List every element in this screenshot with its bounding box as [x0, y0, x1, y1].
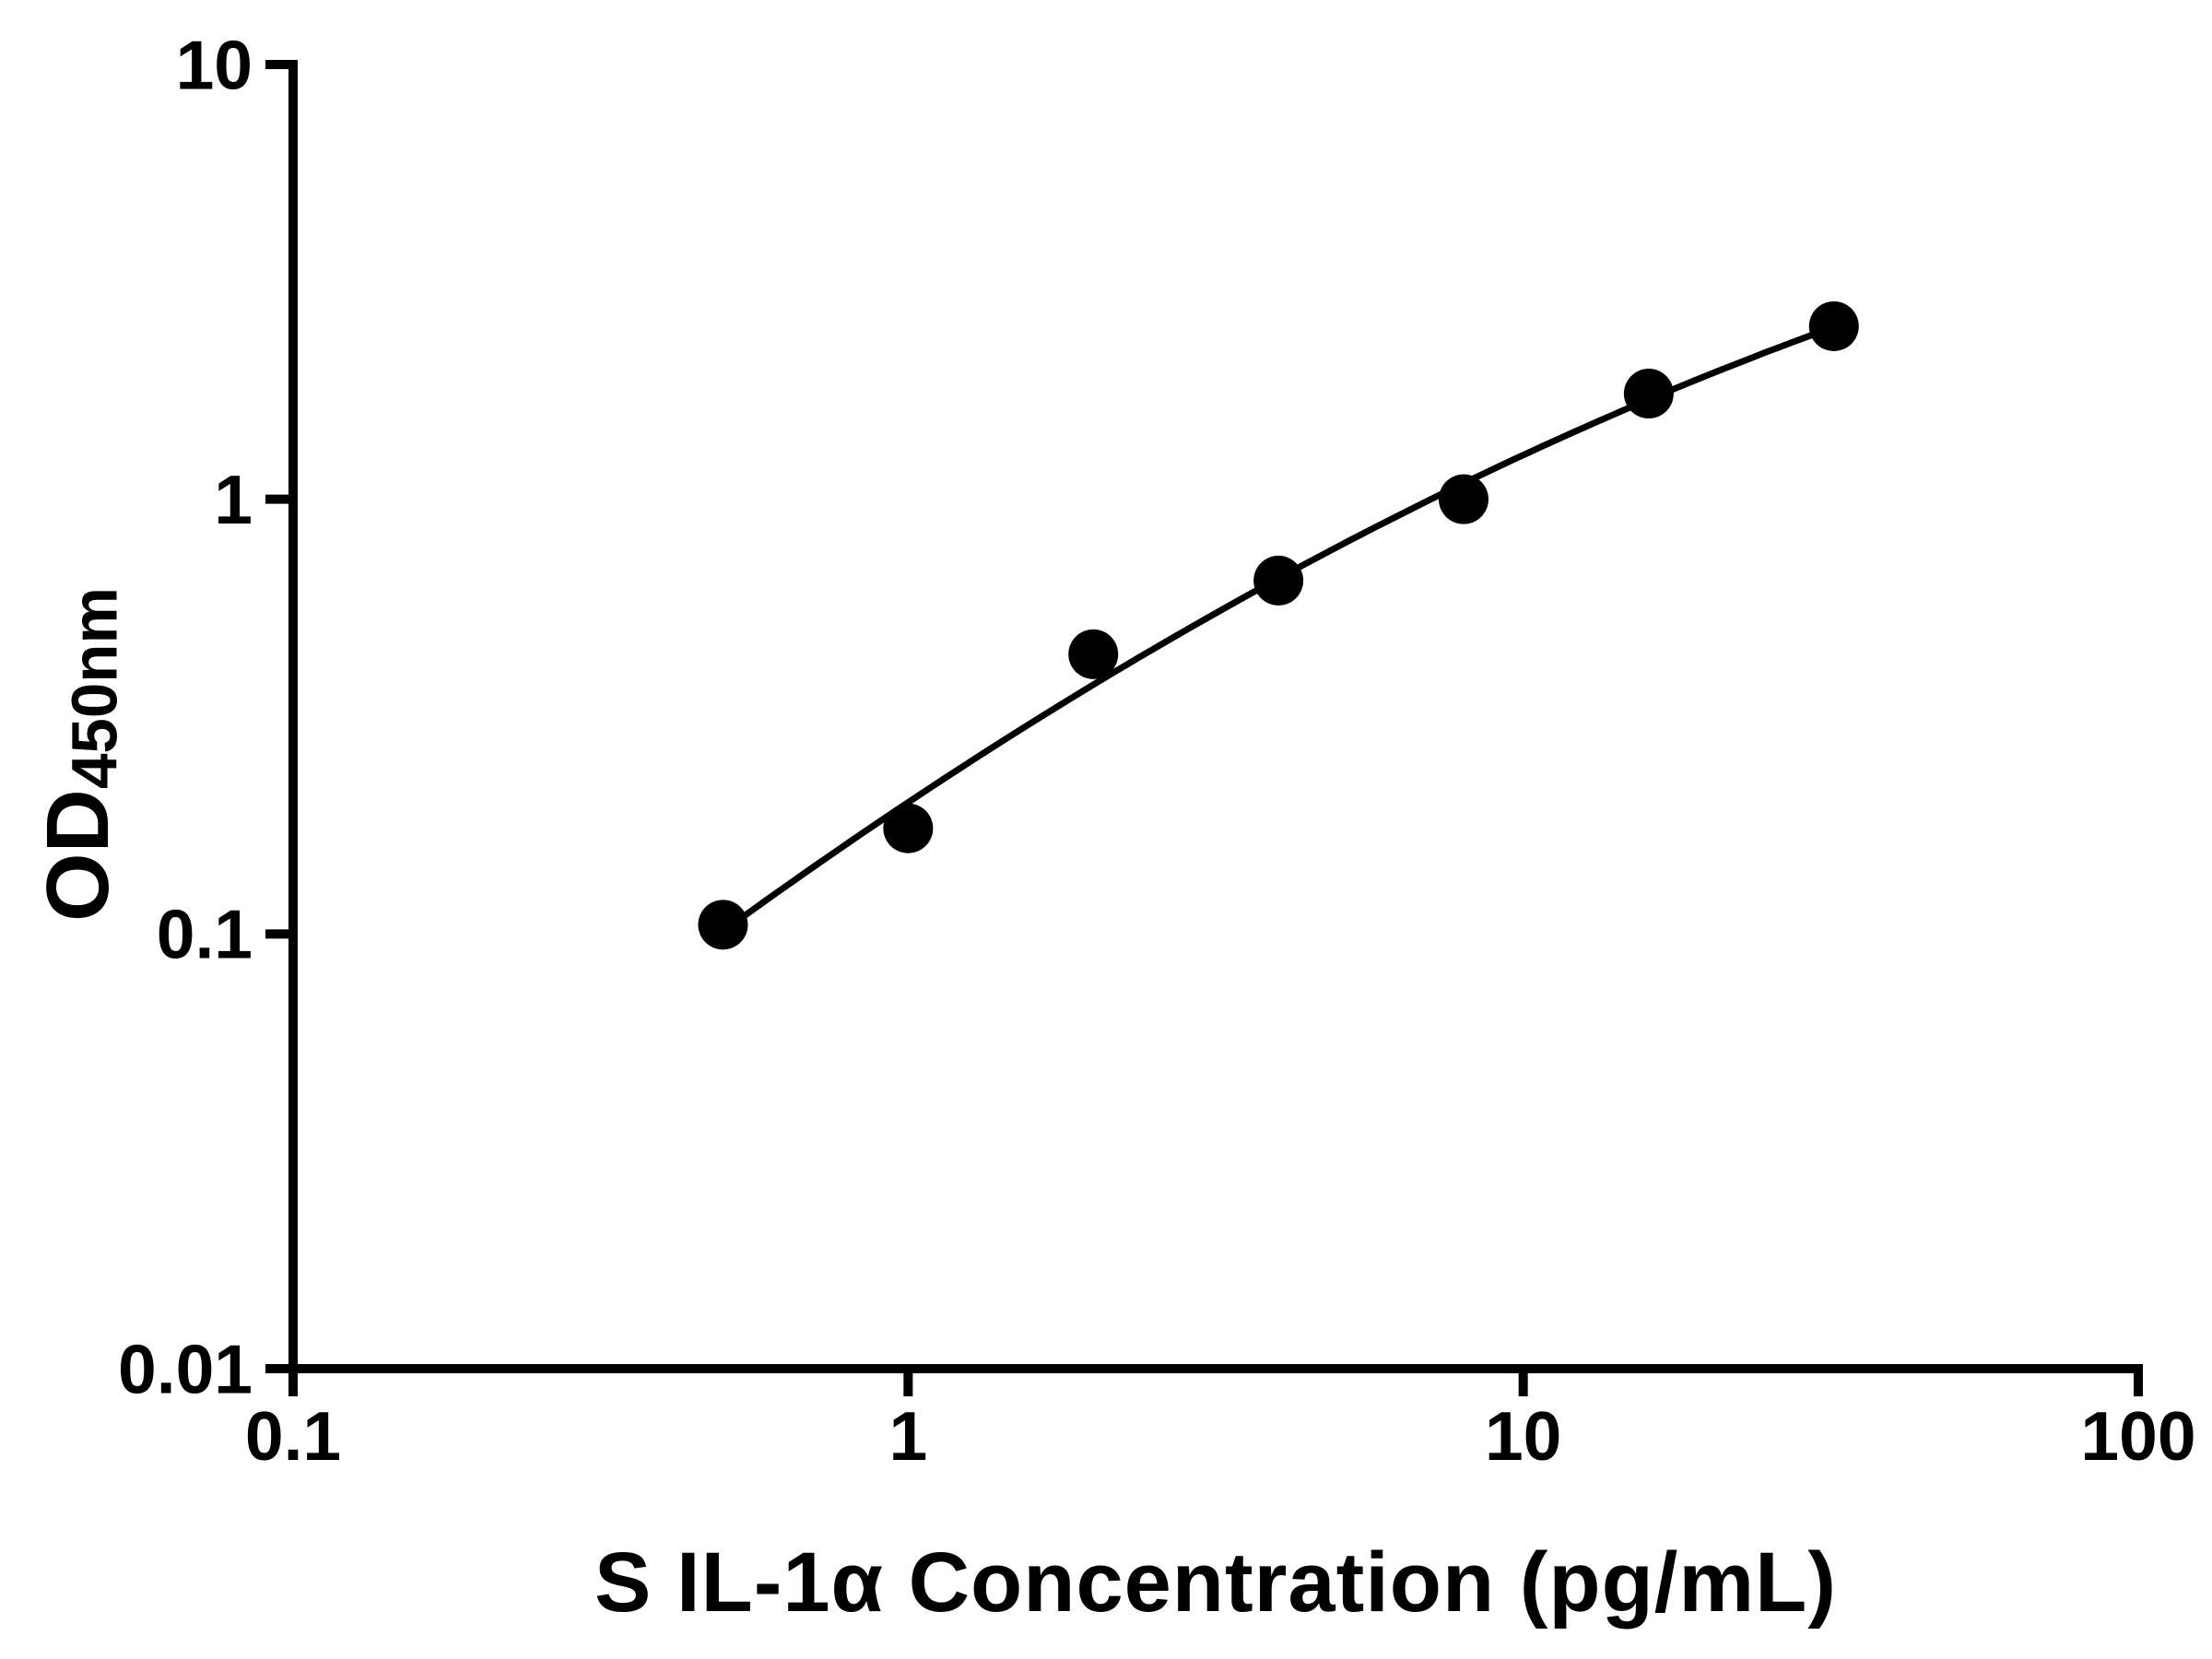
y-tick-label: 0.01 — [118, 1330, 253, 1407]
x-tick-label: 10 — [1485, 1397, 1561, 1475]
data-point — [1623, 369, 1674, 419]
data-point — [1438, 474, 1488, 524]
y-axis-title: OD450nm — [28, 587, 146, 922]
axis-lines — [288, 60, 2143, 1373]
data-point — [1068, 629, 1119, 679]
data-point — [698, 900, 748, 950]
x-tick-label: 0.1 — [245, 1397, 341, 1475]
data-point — [1808, 300, 1859, 351]
y-tick-label: 1 — [214, 461, 253, 538]
data-point — [883, 803, 934, 853]
x-axis-title: S IL-1α Concentration (pg/mL) — [594, 1535, 1837, 1630]
y-axis-title-main: OD — [29, 789, 127, 922]
x-tick-label: 1 — [888, 1397, 927, 1475]
y-tick-label: 0.1 — [157, 896, 253, 973]
x-tick-label: 100 — [2080, 1397, 2195, 1475]
y-axis-title-subscript: 450nm — [58, 587, 131, 789]
data-point — [1253, 555, 1304, 606]
y-tick-label: 10 — [176, 26, 253, 103]
